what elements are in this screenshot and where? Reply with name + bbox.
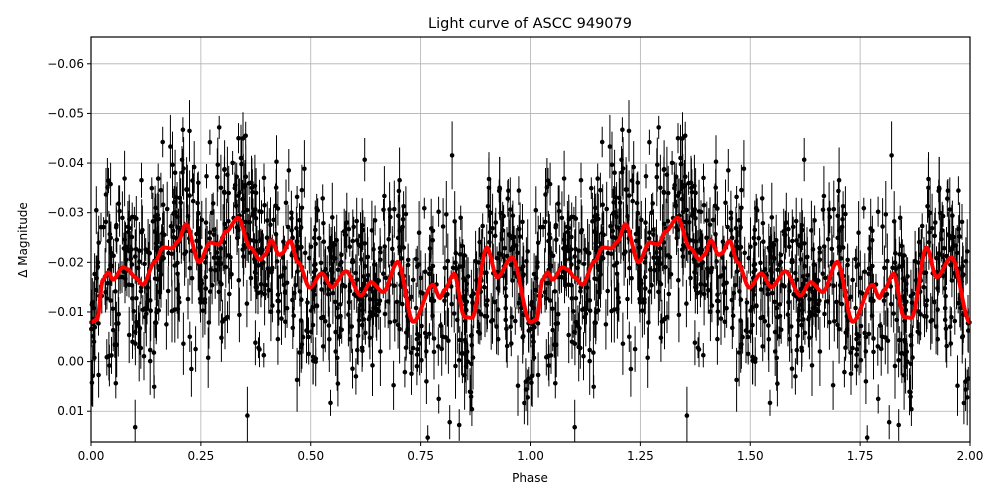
model-curve [89, 215, 972, 325]
x-tick-label: 1.75 [847, 449, 874, 463]
chart-title: Light curve of ASCC 949079 [428, 16, 632, 32]
x-axis-label: Phase [512, 471, 548, 485]
y-tick-label: −0.03 [47, 206, 84, 220]
x-tick-label: 0.50 [297, 449, 324, 463]
y-tick-label: 0.00 [57, 355, 84, 369]
x-tick-label: 1.25 [627, 449, 654, 463]
x-tick-label: 0.25 [188, 449, 215, 463]
y-tick-label: −0.06 [47, 57, 84, 71]
y-tick-label: 0.01 [57, 404, 84, 418]
y-tick-label: −0.01 [47, 305, 84, 319]
y-axis-ticks: −0.06 −0.05 −0.04 −0.03 −0.02 −0.01 0.00 0.01 [47, 57, 91, 418]
model-line [89, 215, 972, 325]
x-tick-label: 0.75 [407, 449, 434, 463]
y-tick-label: −0.05 [47, 106, 84, 120]
y-tick-label: −0.04 [47, 156, 84, 170]
x-tick-label: 1.00 [517, 449, 544, 463]
x-tick-label: 1.50 [737, 449, 764, 463]
y-tick-label: −0.02 [47, 255, 84, 269]
data-points [89, 125, 971, 440]
x-tick-label: 2.00 [957, 449, 984, 463]
y-axis-label: Δ Magnitude [16, 202, 30, 278]
x-axis-ticks: 0.00 0.25 0.50 0.75 1.00 1.25 1.50 1.75 2.00 [78, 442, 984, 463]
x-tick-label: 0.00 [78, 449, 105, 463]
observation-points [89, 100, 971, 442]
